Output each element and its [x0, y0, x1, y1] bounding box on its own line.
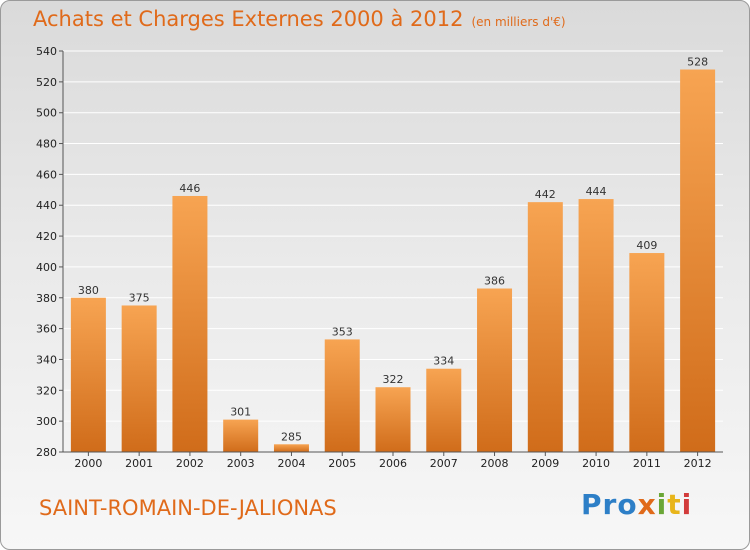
data-label-2002: 446 [179, 182, 200, 195]
x-tick-label-2008: 2008 [481, 457, 509, 470]
data-label-2008: 386 [484, 275, 505, 288]
bar-2011 [629, 253, 665, 452]
data-label-2009: 442 [535, 188, 556, 201]
x-tick-label-2001: 2001 [125, 457, 153, 470]
bars [70, 69, 716, 452]
x-tick-label-2005: 2005 [328, 457, 356, 470]
data-label-2003: 301 [230, 406, 251, 419]
x-tick-label-2000: 2000 [74, 457, 102, 470]
x-tick-label-2007: 2007 [430, 457, 458, 470]
bar-2001 [121, 305, 157, 452]
bar-2007 [426, 368, 462, 452]
x-tick-label-2004: 2004 [277, 457, 305, 470]
x-tick-label-2011: 2011 [633, 457, 661, 470]
x-tick-label-2012: 2012 [684, 457, 712, 470]
x-tick-label-2010: 2010 [582, 457, 610, 470]
data-label-2000: 380 [78, 284, 99, 297]
x-tick-label-2003: 2003 [227, 457, 255, 470]
y-tick-label: 480 [36, 138, 57, 151]
y-tick-label: 440 [36, 199, 57, 212]
chart-unit: (en milliers d'€) [471, 15, 566, 29]
x-tick-label-2009: 2009 [531, 457, 559, 470]
logo-part: t [667, 488, 682, 521]
chart-title-text: Achats et Charges Externes 2000 à 2012 [33, 7, 464, 31]
data-label-2005: 353 [332, 325, 353, 338]
bar-2003 [223, 419, 259, 452]
y-tick-label: 360 [36, 323, 57, 336]
logo-part: i [656, 488, 668, 521]
bar-2008 [477, 288, 513, 452]
y-tick-label: 280 [36, 446, 57, 459]
y-tick-label: 320 [36, 384, 57, 397]
data-label-2001: 375 [129, 291, 150, 304]
data-label-2011: 409 [636, 239, 657, 252]
data-labels: 380 375 446 301 285 353 322 334 386 442 444 409 528 [78, 56, 708, 444]
data-label-2007: 334 [433, 355, 454, 368]
data-label-2004: 285 [281, 430, 302, 443]
bar-2004 [273, 444, 309, 452]
y-tick-label: 500 [36, 107, 57, 120]
bar-2000 [70, 297, 106, 452]
x-tick-label-2002: 2002 [176, 457, 204, 470]
y-tick-label: 400 [36, 261, 57, 274]
data-label-2006: 322 [383, 373, 404, 386]
y-tick-label: 520 [36, 76, 57, 89]
y-tick-label: 420 [36, 230, 57, 243]
logo-part: Pro [581, 488, 638, 521]
bar-2006 [375, 387, 411, 452]
y-axis: 280 300 320 340 360 380 400 420 440 460 480 500 520 5… [36, 45, 64, 459]
y-tick-label: 380 [36, 292, 57, 305]
data-label-2012: 528 [687, 56, 708, 69]
bar-2002 [172, 195, 208, 452]
town-name: SAINT-ROMAIN-DE-JALIONAS [39, 496, 337, 520]
chart-title: Achats et Charges Externes 2000 à 2012 (e… [33, 7, 566, 31]
bar-2009 [527, 202, 563, 452]
y-tick-label: 460 [36, 168, 57, 181]
data-label-2010: 444 [586, 185, 607, 198]
logo-part: i [681, 488, 693, 521]
x-tick-label-2006: 2006 [379, 457, 407, 470]
bar-2012 [680, 69, 716, 452]
logo-part: x [637, 488, 657, 521]
bar-2005 [324, 339, 360, 452]
bar-2010 [578, 199, 614, 452]
proxiti-logo: Proxiti [581, 488, 692, 521]
y-tick-label: 540 [36, 45, 57, 58]
x-axis: 2000 2001 2002 2003 2004 2005 2006 2007 2008 2009… [63, 451, 723, 470]
y-tick-label: 300 [36, 415, 57, 428]
y-tick-label: 340 [36, 353, 57, 366]
